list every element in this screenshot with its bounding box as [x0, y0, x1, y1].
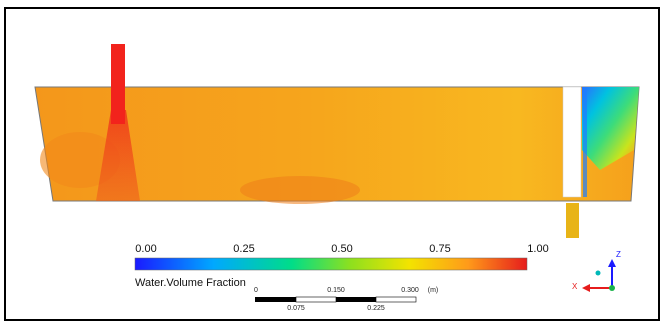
axis-triad: [582, 259, 616, 292]
low-mixing-zone-bottom: [240, 176, 360, 204]
inlet-plume: [96, 110, 140, 201]
legend-tick-4: 1.00: [527, 243, 549, 255]
scale-unit: (m): [427, 287, 439, 294]
scale-bar: [255, 296, 417, 303]
legend-tick-0: 0.00: [135, 243, 157, 255]
legend-colorbar: [134, 257, 528, 271]
legend-title: Water.Volume Fraction: [135, 277, 246, 289]
scale-label-225: 0.225: [367, 305, 385, 312]
legend-tick-1: 0.25: [233, 243, 255, 255]
air-pocket-region: [582, 87, 639, 170]
air-strip: [583, 87, 587, 197]
axis-label-z: Z: [616, 250, 621, 259]
scale-label-075: 0.075: [287, 305, 305, 312]
scale-label-300: 0.300: [401, 287, 419, 294]
legend-tick-3: 0.75: [429, 243, 451, 255]
legend-tick-2: 0.50: [331, 243, 353, 255]
low-mixing-zone-left: [40, 132, 120, 188]
scale-label-150: 0.150: [327, 287, 345, 294]
inlet-pipe: [111, 44, 125, 124]
axis-label-x: X: [572, 282, 578, 291]
baffle-wall: [562, 86, 582, 198]
outlet-pipe: [566, 203, 579, 238]
scale-label-0: 0: [254, 287, 258, 294]
